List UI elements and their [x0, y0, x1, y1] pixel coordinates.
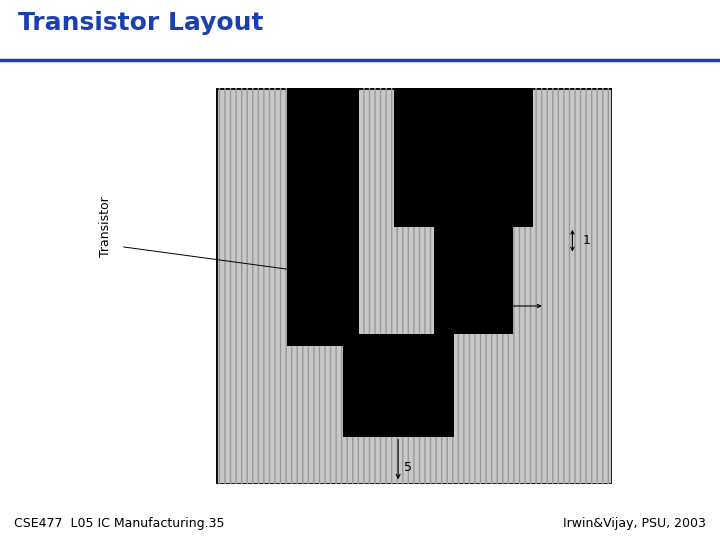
Bar	[395, 88, 533, 227]
Bar	[343, 334, 454, 437]
Text: Irwin&Vijay, PSU, 2003: Irwin&Vijay, PSU, 2003	[563, 517, 706, 530]
Text: 3: 3	[307, 300, 315, 313]
Text: CSE477  L05 IC Manufacturing.35: CSE477 L05 IC Manufacturing.35	[14, 517, 225, 530]
Bar	[287, 266, 359, 346]
Text: 5: 5	[404, 461, 412, 474]
Text: Transistor: Transistor	[99, 197, 112, 257]
Text: 2: 2	[503, 320, 511, 333]
Bar	[287, 88, 359, 266]
Text: Transistor Layout: Transistor Layout	[18, 11, 264, 35]
Text: 1: 1	[582, 234, 590, 247]
Bar	[434, 227, 513, 334]
